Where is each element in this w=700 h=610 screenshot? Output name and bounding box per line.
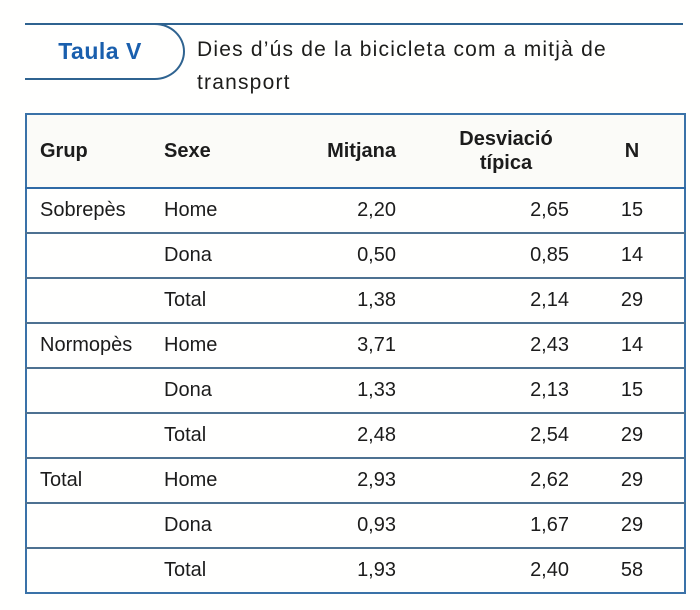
n-cell: 14 xyxy=(591,323,685,369)
n-cell: 15 xyxy=(591,368,685,414)
header-rule xyxy=(25,23,683,25)
n-cell: 14 xyxy=(591,233,685,279)
n-cell: 58 xyxy=(591,548,685,593)
table-row: Normopès Home 3,71 2,43 14 xyxy=(26,323,685,369)
column-header-mitjana: Mitjana xyxy=(291,114,421,189)
std-cell: 2,40 xyxy=(421,548,591,593)
mean-cell: 1,38 xyxy=(291,278,421,324)
column-header-sexe: Sexe xyxy=(146,114,291,189)
sex-cell: Total xyxy=(146,278,291,324)
mean-cell: 0,93 xyxy=(291,503,421,549)
table-header-row: Grup Sexe Mitjana Desviació típica N xyxy=(26,114,685,189)
statistics-table: Grup Sexe Mitjana Desviació típica N Sob… xyxy=(25,113,686,594)
table-row: Total 1,38 2,14 29 xyxy=(26,278,685,324)
table-title: Dies d’ús de la bicicleta com a mitjà de… xyxy=(197,33,677,99)
table-row: Total 1,93 2,40 58 xyxy=(26,548,685,593)
mean-cell: 2,20 xyxy=(291,188,421,234)
table-row: Total Home 2,93 2,62 29 xyxy=(26,458,685,504)
sex-cell: Dona xyxy=(146,503,291,549)
std-cell: 2,65 xyxy=(421,188,591,234)
table-row: Dona 1,33 2,13 15 xyxy=(26,368,685,414)
table-row: Dona 0,93 1,67 29 xyxy=(26,503,685,549)
sex-cell: Home xyxy=(146,323,291,369)
sex-cell: Dona xyxy=(146,368,291,414)
mean-cell: 0,50 xyxy=(291,233,421,279)
group-cell: Total xyxy=(26,458,146,504)
mean-cell: 2,93 xyxy=(291,458,421,504)
std-cell: 2,13 xyxy=(421,368,591,414)
sex-cell: Dona xyxy=(146,233,291,279)
column-header-grup: Grup xyxy=(26,114,146,189)
table-title-line-2: transport xyxy=(197,71,291,94)
group-cell xyxy=(26,548,146,593)
n-cell: 29 xyxy=(591,458,685,504)
std-cell: 2,14 xyxy=(421,278,591,324)
n-cell: 29 xyxy=(591,503,685,549)
std-cell: 2,54 xyxy=(421,413,591,459)
mean-cell: 3,71 xyxy=(291,323,421,369)
table-row: Sobrepès Home 2,20 2,65 15 xyxy=(26,188,685,234)
group-cell: Normopès xyxy=(26,323,146,369)
group-cell xyxy=(26,233,146,279)
sex-cell: Total xyxy=(146,413,291,459)
group-cell: Sobrepès xyxy=(26,188,146,234)
group-cell xyxy=(26,368,146,414)
mean-cell: 1,93 xyxy=(291,548,421,593)
column-header-desviacio: Desviació típica xyxy=(421,114,591,189)
table-badge-outline xyxy=(25,23,185,80)
table-row: Dona 0,50 0,85 14 xyxy=(26,233,685,279)
group-cell xyxy=(26,278,146,324)
table-badge-label: Taula V xyxy=(58,38,142,64)
group-cell xyxy=(26,503,146,549)
n-cell: 29 xyxy=(591,278,685,324)
table-row: Total 2,48 2,54 29 xyxy=(26,413,685,459)
std-cell: 0,85 xyxy=(421,233,591,279)
table-title-line-1: Dies d’ús de la bicicleta com a mitjà de xyxy=(197,38,607,61)
sex-cell: Home xyxy=(146,188,291,234)
n-cell: 29 xyxy=(591,413,685,459)
std-cell: 1,67 xyxy=(421,503,591,549)
group-cell xyxy=(26,413,146,459)
n-cell: 15 xyxy=(591,188,685,234)
sex-cell: Home xyxy=(146,458,291,504)
mean-cell: 2,48 xyxy=(291,413,421,459)
mean-cell: 1,33 xyxy=(291,368,421,414)
std-cell: 2,62 xyxy=(421,458,591,504)
column-header-n: N xyxy=(591,114,685,189)
sex-cell: Total xyxy=(146,548,291,593)
std-cell: 2,43 xyxy=(421,323,591,369)
